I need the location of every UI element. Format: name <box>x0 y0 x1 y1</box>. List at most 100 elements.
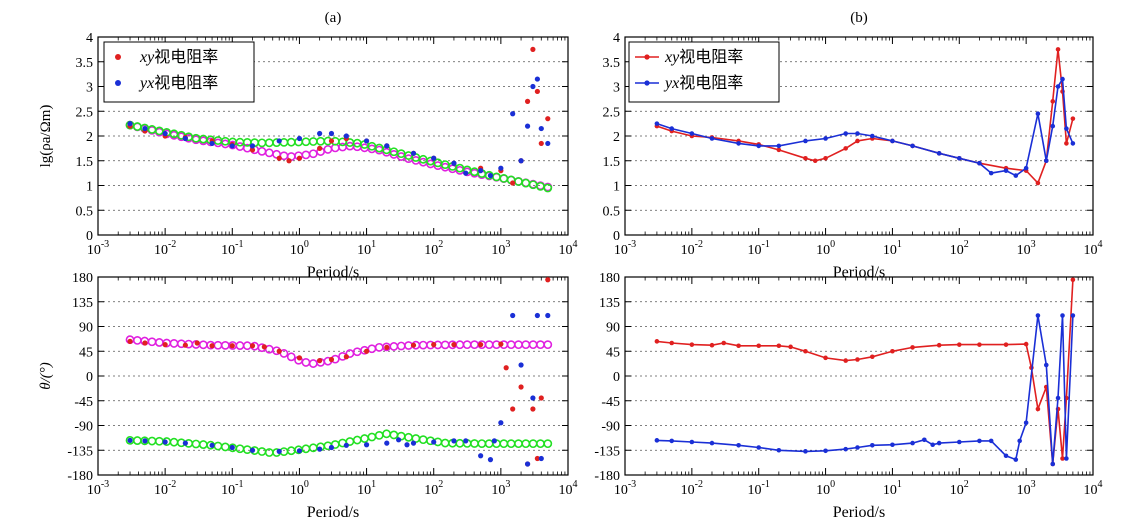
legend-marker <box>644 80 650 86</box>
data-point <box>534 76 540 82</box>
x-tick-base: 10 <box>424 483 438 498</box>
data-point <box>182 135 188 142</box>
x-tick-label: 101 <box>357 239 376 258</box>
data-point <box>498 420 504 426</box>
x-tick-base: 10 <box>154 243 168 258</box>
x-tick-exponent: -2 <box>168 479 176 490</box>
fit-marker <box>418 435 428 445</box>
data-point <box>843 131 848 136</box>
data-point <box>487 173 494 179</box>
series-line <box>656 76 1074 177</box>
data-point <box>1060 313 1065 318</box>
data-point <box>396 437 402 443</box>
fit-marker <box>264 138 274 148</box>
x-tick-base: 10 <box>950 483 964 498</box>
data-point <box>463 438 469 444</box>
data-point <box>194 340 200 346</box>
x-tick-label: 104 <box>559 479 578 498</box>
data-point <box>545 140 551 147</box>
x-tick-label: 10-3 <box>87 239 109 258</box>
fit-marker <box>506 439 516 449</box>
x-tick-base: 10 <box>87 483 101 498</box>
x-tick-base: 10 <box>221 483 235 498</box>
data-point <box>317 358 323 364</box>
data-point <box>478 453 484 459</box>
data-point <box>538 455 544 462</box>
data-point <box>384 143 390 149</box>
data-point <box>510 312 516 319</box>
x-tick-exponent: -3 <box>628 479 636 490</box>
data-point <box>545 312 551 319</box>
legend-prefix: yx <box>138 75 154 92</box>
panel-label: (b) <box>850 10 868 26</box>
data-point <box>296 155 303 161</box>
data-point <box>1035 180 1041 186</box>
x-tick-label: 10-2 <box>681 239 703 258</box>
data-point <box>910 143 915 149</box>
data-point <box>363 138 370 144</box>
y-tick-label: 4 <box>613 31 620 46</box>
fit-marker <box>484 340 494 350</box>
y-tick-label: -135 <box>67 444 93 459</box>
data-point <box>843 358 848 363</box>
data-point <box>162 439 168 445</box>
x-tick-exponent: 3 <box>505 479 510 490</box>
fit-marker <box>499 439 509 449</box>
data-point <box>843 146 848 151</box>
x-tick-exponent: 2 <box>438 239 443 250</box>
x-tick-base: 10 <box>424 243 438 258</box>
x-tick-exponent: -1 <box>235 479 243 490</box>
data-point <box>1013 457 1019 462</box>
x-tick-base: 10 <box>681 243 695 258</box>
data-point <box>363 442 370 448</box>
x-tick-exponent: -3 <box>628 239 636 250</box>
data-point <box>709 342 715 348</box>
fit-marker <box>132 335 142 345</box>
y-tick-label: -135 <box>594 444 620 459</box>
data-point <box>956 155 962 161</box>
data-point <box>384 440 390 446</box>
plot-frame <box>624 276 1094 476</box>
data-point <box>709 136 715 141</box>
x-tick-base: 10 <box>357 243 371 258</box>
fit-marker <box>477 439 487 448</box>
plot-frame <box>624 36 1094 236</box>
data-point <box>1043 158 1049 164</box>
data-point <box>654 121 660 126</box>
data-point <box>487 457 494 463</box>
legend-label: xy视电阻率 <box>664 48 743 66</box>
data-point <box>249 143 256 149</box>
data-point <box>534 455 540 462</box>
fit-marker <box>286 446 296 456</box>
data-point <box>384 344 390 350</box>
data-point <box>922 437 927 443</box>
fit-marker <box>220 340 230 350</box>
data-point <box>1060 456 1065 461</box>
data-point <box>1023 420 1029 426</box>
data-point <box>328 138 335 144</box>
data-point <box>855 138 860 144</box>
data-point <box>855 357 860 362</box>
x-tick-label: 103 <box>491 479 510 498</box>
data-point <box>1035 313 1041 318</box>
fit-marker <box>235 444 245 454</box>
fit-marker <box>352 435 362 445</box>
x-tick-base: 10 <box>614 243 628 258</box>
fit-marker <box>235 341 245 350</box>
y-tick-label: 2 <box>613 130 620 145</box>
data-point <box>530 395 536 401</box>
x-tick-base: 10 <box>290 483 304 498</box>
fit-marker <box>257 146 267 156</box>
data-point <box>776 147 782 153</box>
x-tick-label: 104 <box>559 239 578 258</box>
legend-prefix: yx <box>663 75 679 92</box>
data-point <box>363 348 370 354</box>
data-point <box>870 443 875 448</box>
data-point <box>1043 362 1049 368</box>
fit-marker <box>543 439 553 449</box>
fit-marker <box>316 136 325 146</box>
fit-marker <box>418 340 428 350</box>
x-tick-base: 10 <box>816 243 830 258</box>
